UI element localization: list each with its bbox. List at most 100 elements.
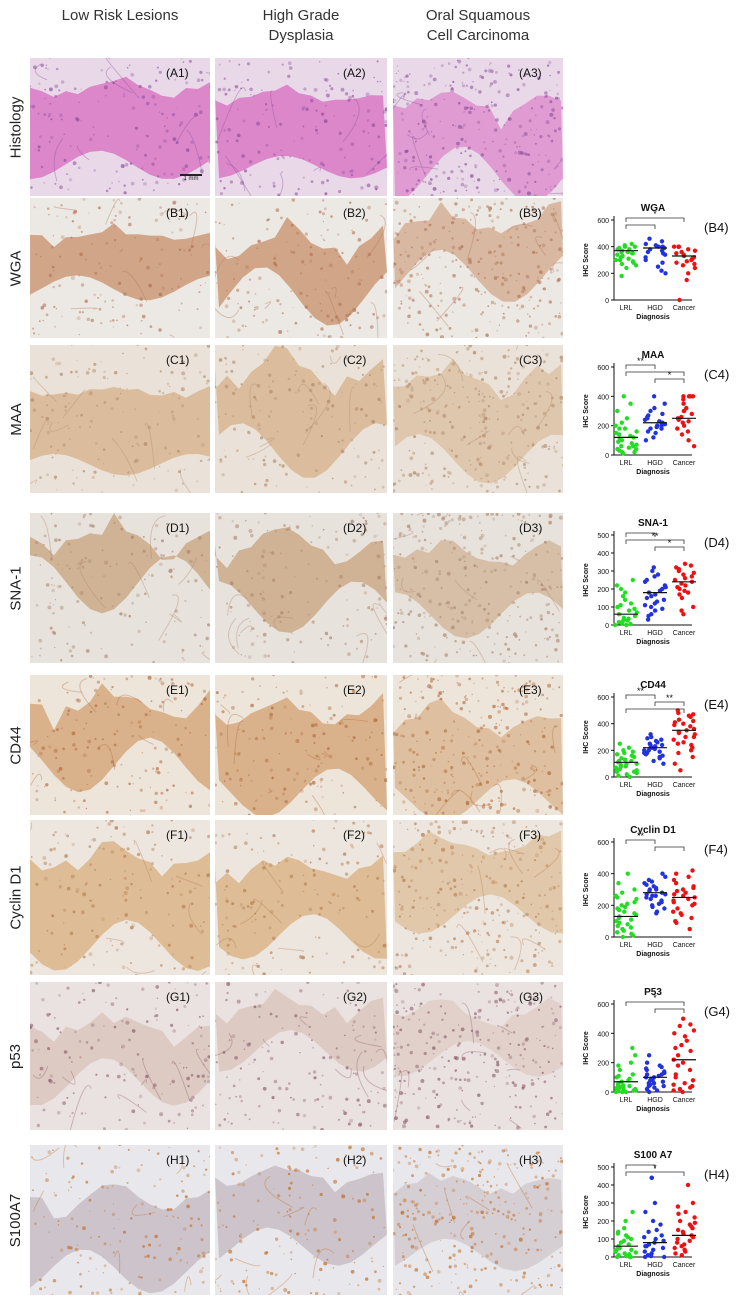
data-point: [663, 271, 668, 276]
data-point: [685, 1182, 691, 1188]
significance-bracket: [625, 364, 656, 369]
data-point: [659, 1233, 664, 1238]
y-tick-label: 300: [597, 1201, 609, 1208]
data-point: [675, 1236, 680, 1242]
micrograph-panel: [215, 58, 387, 196]
micrograph-panel: [30, 820, 210, 975]
data-point: [679, 432, 685, 437]
data-point: [649, 1175, 654, 1180]
y-axis-label: IHC Score: [583, 1195, 590, 1229]
row-label: MAA: [6, 369, 26, 469]
data-point: [624, 772, 629, 777]
data-point: [632, 887, 637, 892]
plot-label: (G4): [704, 1004, 730, 1019]
x-tick-label: LRL: [620, 305, 633, 312]
significance-label: **: [637, 686, 645, 696]
panel-label: (E3): [519, 683, 542, 697]
data-point: [620, 926, 625, 932]
data-point: [634, 896, 639, 902]
data-point: [677, 1086, 683, 1092]
data-point: [692, 732, 697, 737]
data-point: [652, 608, 658, 613]
panel-label: (F1): [166, 828, 188, 842]
data-point: [627, 1252, 632, 1257]
micrograph-panel: [30, 198, 210, 338]
significance-bracket: [625, 217, 685, 222]
y-tick-label: 200: [597, 587, 609, 594]
data-point: [681, 401, 686, 406]
data-point: [642, 750, 647, 756]
data-point: [628, 1236, 634, 1242]
data-point: [623, 1089, 628, 1095]
data-point: [656, 901, 662, 906]
data-point: [630, 259, 636, 264]
data-point: [651, 1247, 656, 1252]
data-point: [662, 1070, 667, 1076]
data-point: [633, 263, 639, 268]
data-point: [674, 251, 679, 256]
micrograph-image: [30, 58, 210, 196]
panel-label: (F3): [519, 828, 541, 842]
data-point: [672, 892, 677, 897]
micrograph-image: [393, 513, 563, 663]
data-point: [675, 1227, 681, 1233]
data-point: [628, 401, 633, 406]
data-point: [673, 1072, 678, 1077]
data-point: [682, 561, 688, 566]
significance-label: *: [653, 1163, 657, 1173]
data-point: [625, 871, 630, 876]
data-point: [660, 411, 665, 417]
plot-label: (H4): [704, 1167, 730, 1182]
data-point: [672, 761, 677, 766]
data-point: [623, 1218, 628, 1224]
scatter-chart-svg: P53 0 200 400 600 IHC Score LRL HGD CancerDiagno…: [583, 987, 697, 1113]
data-point: [654, 909, 660, 914]
data-point: [634, 768, 639, 773]
data-point: [653, 893, 658, 898]
data-point: [690, 868, 695, 873]
x-axis-label: Diagnosis: [636, 791, 670, 798]
y-axis-label: IHC Score: [583, 873, 590, 907]
data-point: [613, 423, 618, 428]
data-point: [616, 773, 621, 778]
data-point: [683, 1249, 688, 1254]
data-point: [614, 583, 620, 588]
data-point: [681, 397, 686, 402]
data-point: [683, 734, 688, 740]
data-point: [662, 906, 667, 911]
micrograph-image: [30, 198, 210, 338]
micrograph-image: [393, 198, 563, 338]
y-axis-label: IHC Score: [583, 243, 590, 277]
micrograph-image: [30, 513, 210, 663]
data-point: [619, 756, 624, 761]
y-tick-label: 600: [597, 695, 609, 702]
x-axis-label: Diagnosis: [636, 1271, 670, 1278]
data-point: [652, 1200, 658, 1206]
data-point: [614, 769, 619, 774]
micrograph-panel: [215, 820, 387, 975]
y-tick-label: 400: [597, 551, 609, 558]
data-point: [684, 259, 689, 264]
data-point: [674, 260, 679, 265]
x-tick-label: Cancer: [673, 942, 696, 949]
data-point: [644, 595, 650, 601]
panel-label: (A3): [519, 66, 542, 80]
micrograph-panel: [215, 675, 387, 815]
scale-bar: 1 mm: [180, 174, 202, 182]
data-point: [690, 1235, 696, 1240]
data-point: [659, 1064, 664, 1070]
data-point: [648, 1078, 653, 1083]
data-point: [622, 757, 628, 762]
x-tick-label: HGD: [647, 460, 663, 467]
data-point: [676, 750, 681, 756]
data-point: [690, 1200, 696, 1206]
micrograph-panel: [393, 58, 563, 196]
plot-label: (F4): [704, 842, 728, 857]
micrograph-panel: [215, 198, 387, 338]
panel-label: (A2): [343, 66, 366, 80]
data-point: [680, 887, 686, 892]
data-point: [654, 887, 659, 892]
data-point: [621, 1238, 627, 1243]
chart-title: CD44: [640, 680, 666, 691]
data-point: [642, 603, 648, 608]
